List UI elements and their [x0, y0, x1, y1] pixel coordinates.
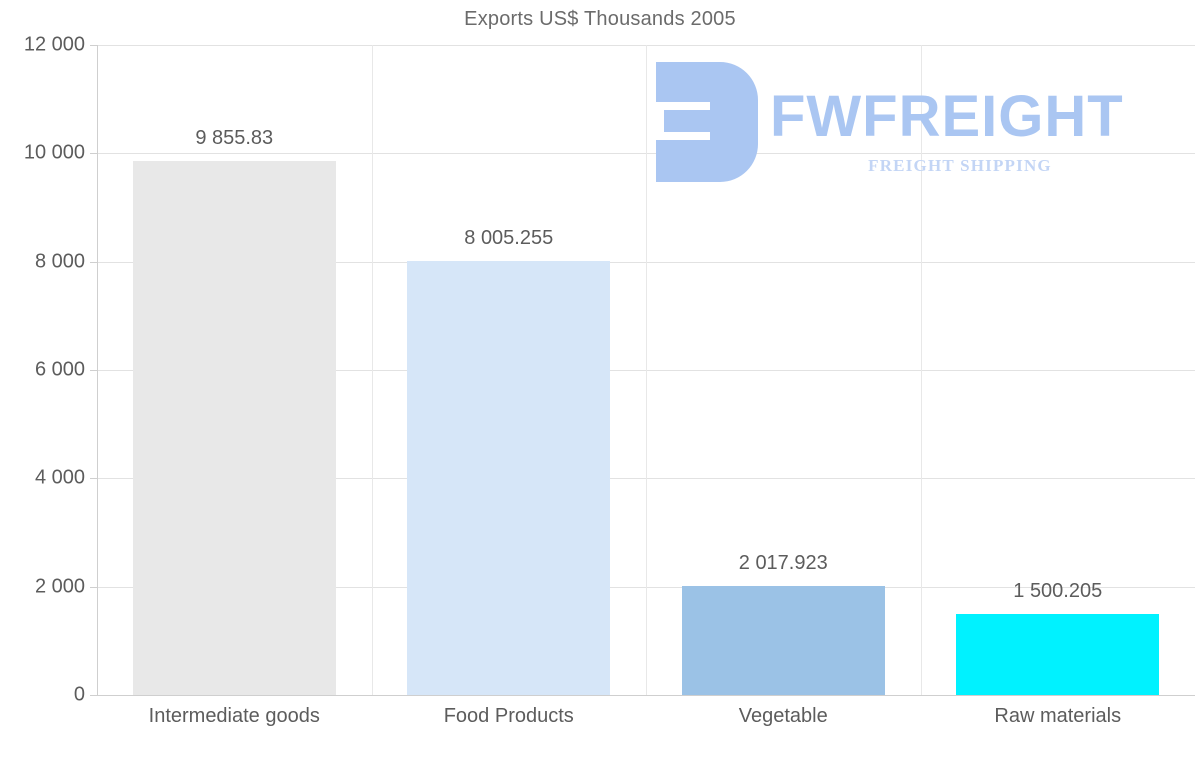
y-axis-tick-label: 4 000 — [34, 466, 85, 489]
y-axis-tick-label: 6 000 — [34, 358, 85, 381]
x-axis-category-label: Intermediate goods — [148, 705, 320, 727]
x-axis-category-label: Raw materials — [994, 705, 1122, 727]
bar-value-label: 9 855.83 — [195, 127, 274, 150]
y-axis-tick-label: 8 000 — [34, 250, 85, 273]
x-axis-line — [97, 695, 1195, 696]
y-axis-tick-mark — [90, 261, 97, 263]
chart-title: Exports US$ Thousands 2005 — [464, 8, 736, 30]
bar-value-label: 2 017.923 — [738, 551, 828, 574]
y-axis-tick-label: 10 000 — [23, 141, 85, 164]
gridline-vertical — [371, 45, 373, 695]
y-axis-tick-mark — [90, 478, 97, 480]
y-axis-tick-mark — [90, 45, 97, 46]
bar[interactable] — [956, 613, 1160, 695]
y-axis-tick-mark — [90, 586, 97, 588]
bar[interactable] — [407, 261, 611, 695]
y-axis-tick-mark — [90, 370, 97, 371]
y-axis-tick-label: 0 — [73, 683, 85, 706]
plot-area — [90, 45, 1195, 696]
y-axis-line — [97, 45, 98, 695]
y-axis-tick-label: 12 000 — [23, 33, 85, 56]
gridline-vertical — [646, 45, 647, 695]
y-axis-tick-label: 2 000 — [34, 575, 85, 598]
y-axis-tick-mark — [90, 695, 97, 696]
bar[interactable] — [681, 585, 885, 695]
bar-value-label: 8 005.255 — [464, 227, 554, 250]
x-axis-category-label: Vegetable — [738, 705, 828, 727]
y-axis-tick-mark — [90, 153, 97, 155]
bar-value-label: 1 500.205 — [1013, 579, 1103, 602]
bar[interactable] — [132, 161, 336, 695]
gridline-vertical — [920, 45, 922, 695]
x-axis-category-label: Food Products — [443, 705, 574, 727]
